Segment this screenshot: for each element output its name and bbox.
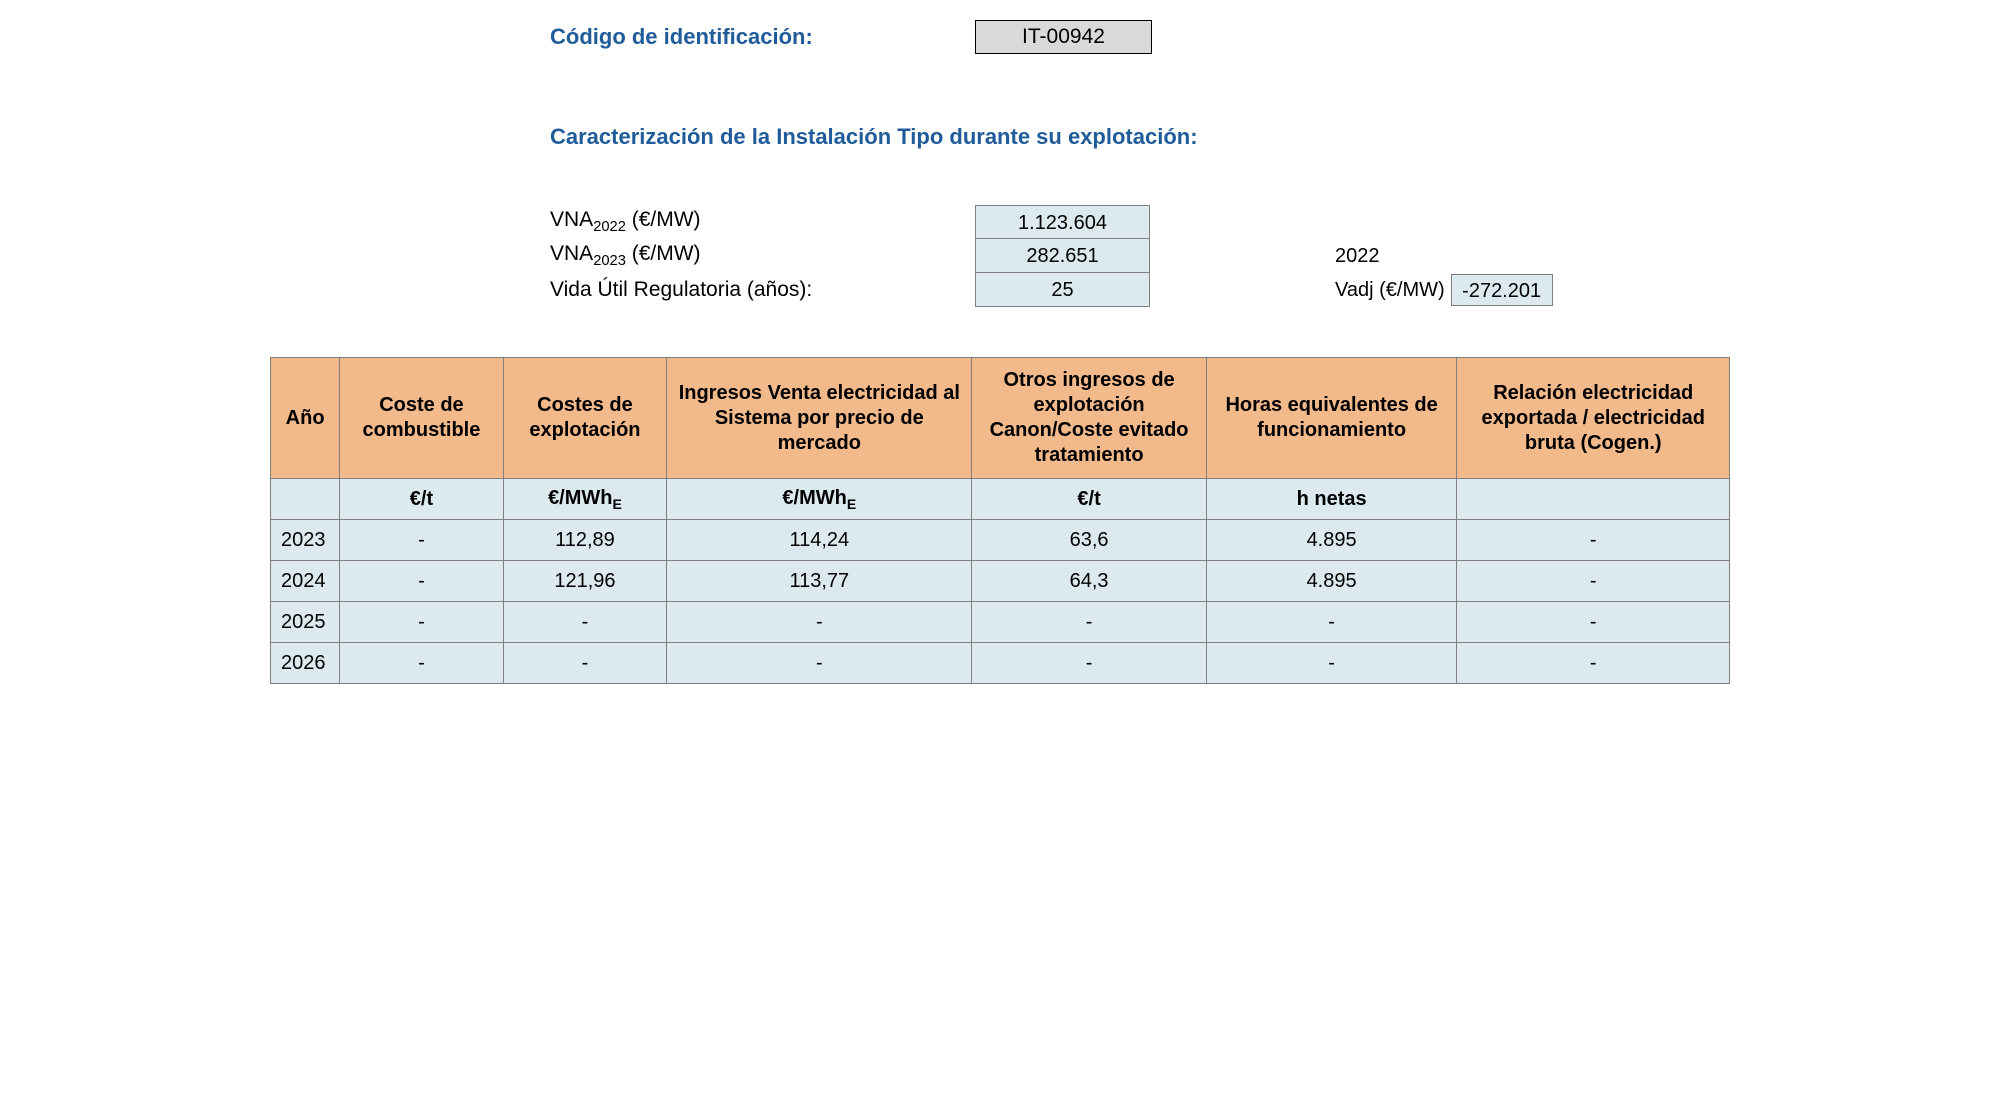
cell-other: -	[972, 643, 1206, 684]
cell-opex: -	[503, 602, 667, 643]
cell-rev: 114,24	[667, 520, 972, 561]
cell-fuel: -	[340, 561, 504, 602]
col-year: Año	[271, 358, 340, 479]
col-hours: Horas equivalentes de funcionamiento	[1206, 358, 1457, 479]
cell-rev: -	[667, 602, 972, 643]
vna2022-value: 1.123.604	[975, 205, 1150, 239]
cell-ratio: -	[1457, 520, 1730, 561]
cell-opex: 121,96	[503, 561, 667, 602]
table-row: 2025 - - - - - -	[271, 602, 1730, 643]
table-row: 2026 - - - - - -	[271, 643, 1730, 684]
table-row: 2024 - 121,96 113,77 64,3 4.895 -	[271, 561, 1730, 602]
cell-opex: 112,89	[503, 520, 667, 561]
units-row: €/t €/MWhE €/MWhE €/t h netas	[271, 479, 1730, 520]
table-row: 2023 - 112,89 114,24 63,6 4.895 -	[271, 520, 1730, 561]
year-right: 2022	[1335, 245, 1380, 268]
cell-year: 2026	[271, 643, 340, 684]
unit-other: €/t	[972, 479, 1206, 520]
table-header-row: Año Coste de combustible Costes de explo…	[271, 358, 1730, 479]
unit-rev: €/MWhE	[667, 479, 972, 520]
code-label: Código de identificación:	[550, 24, 975, 50]
unit-ratio	[1457, 479, 1730, 520]
cell-hours: -	[1206, 602, 1457, 643]
vadj-label: Vadj (€/MW)	[1335, 279, 1445, 302]
cell-year: 2023	[271, 520, 340, 561]
col-other: Otros ingresos de explotación Canon/Cost…	[972, 358, 1206, 479]
unit-opex: €/MWhE	[503, 479, 667, 520]
col-ratio: Relación electricidad exportada / electr…	[1457, 358, 1730, 479]
cell-opex: -	[503, 643, 667, 684]
vna2023-value: 282.651	[975, 239, 1150, 273]
vida-label: Vida Útil Regulatoria (años):	[550, 278, 975, 302]
cell-hours: 4.895	[1206, 520, 1457, 561]
unit-hours: h netas	[1206, 479, 1457, 520]
cell-other: -	[972, 602, 1206, 643]
cell-hours: 4.895	[1206, 561, 1457, 602]
vida-value: 25	[975, 273, 1150, 307]
vadj-value: -272.201	[1451, 274, 1553, 306]
cell-ratio: -	[1457, 602, 1730, 643]
cell-hours: -	[1206, 643, 1457, 684]
col-opex: Costes de explotación	[503, 358, 667, 479]
col-fuel: Coste de combustible	[340, 358, 504, 479]
cell-other: 64,3	[972, 561, 1206, 602]
unit-fuel: €/t	[340, 479, 504, 520]
data-table: Año Coste de combustible Costes de explo…	[270, 357, 1730, 684]
vna2022-label: VNA2022 (€/MW)	[550, 208, 975, 235]
cell-fuel: -	[340, 520, 504, 561]
cell-year: 2025	[271, 602, 340, 643]
vna2023-label: VNA2023 (€/MW)	[550, 242, 975, 269]
cell-ratio: -	[1457, 643, 1730, 684]
cell-rev: 113,77	[667, 561, 972, 602]
cell-rev: -	[667, 643, 972, 684]
cell-year: 2024	[271, 561, 340, 602]
unit-year	[271, 479, 340, 520]
cell-fuel: -	[340, 602, 504, 643]
cell-ratio: -	[1457, 561, 1730, 602]
section-title: Caracterización de la Instalación Tipo d…	[550, 124, 1730, 150]
code-value-box: IT-00942	[975, 20, 1152, 54]
cell-fuel: -	[340, 643, 504, 684]
col-rev: Ingresos Venta electricidad al Sistema p…	[667, 358, 972, 479]
cell-other: 63,6	[972, 520, 1206, 561]
